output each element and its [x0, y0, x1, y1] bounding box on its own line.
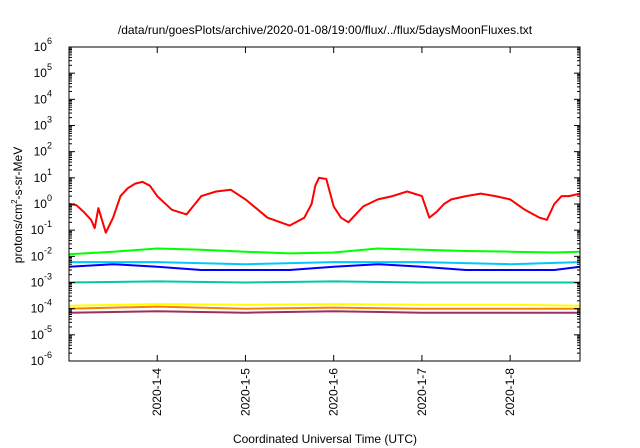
chart-title: /data/run/goesPlots/archive/2020-01-08/1… — [118, 23, 533, 37]
series-layer — [68, 176, 581, 314]
y-tick-label-base: 10 — [34, 66, 48, 80]
y-tick-label: 106 — [34, 36, 52, 54]
y-tick-label-exp: 5 — [47, 62, 52, 72]
y-tick-label-exp: 6 — [47, 36, 52, 46]
y-tick-label-exp: -4 — [44, 298, 52, 308]
y-tick-label: 100 — [34, 193, 52, 211]
y-axis-label-sup: 2 — [10, 199, 19, 204]
y-tick-label: 104 — [34, 88, 52, 106]
y-tick-label-exp: 1 — [47, 167, 52, 177]
series-line-8 — [68, 310, 580, 314]
x-tick-label: 2020-1-5 — [238, 368, 252, 416]
y-tick-label: 10-2 — [31, 245, 52, 263]
y-tick-label-exp: -6 — [44, 350, 52, 360]
x-axis: 2020-1-4 2020-1-5 2020-1-6 2020-1-7 2020-1-8 — [150, 47, 517, 416]
y-tick-label-exp: -1 — [44, 219, 52, 229]
y-axis: 10-610-510-410-310-210-11001011021031041… — [31, 36, 580, 368]
y-axis-label-rest: -s-sr-MeV — [11, 147, 25, 200]
x-tick-label: 2020-1-4 — [150, 368, 164, 416]
y-tick-label-base: 10 — [31, 302, 45, 316]
y-tick-label-base: 10 — [31, 354, 45, 368]
y-tick-label-base: 10 — [34, 119, 48, 133]
y-tick-label: 10-6 — [31, 350, 52, 368]
y-tick-label-base: 10 — [34, 171, 48, 185]
y-tick-label: 101 — [34, 167, 52, 185]
y-tick-label-exp: -5 — [44, 324, 52, 334]
y-tick-label-base: 10 — [31, 249, 45, 263]
y-tick-label: 103 — [34, 115, 52, 133]
y-tick-label-exp: -2 — [44, 245, 52, 255]
plot-frame — [68, 46, 581, 362]
x-tick-label: 2020-1-8 — [503, 368, 517, 416]
series-line-2 — [68, 247, 581, 256]
series-line-1 — [68, 176, 581, 234]
series-line-5 — [68, 280, 580, 284]
y-tick-label-exp: 3 — [47, 115, 52, 125]
y-tick-label: 10-4 — [31, 298, 52, 316]
y-tick-label-exp: 0 — [47, 193, 52, 203]
y-tick-label-base: 10 — [31, 223, 45, 237]
series-line-3 — [68, 263, 581, 271]
series-line-7 — [68, 305, 580, 310]
y-tick-label-base: 10 — [34, 92, 48, 106]
y-tick-label-base: 10 — [34, 197, 48, 211]
y-tick-label: 10-3 — [31, 272, 52, 290]
y-tick-label-exp: 2 — [47, 141, 52, 151]
x-tick-label: 2020-1-7 — [415, 368, 429, 416]
y-tick-label-base: 10 — [34, 40, 48, 54]
series-line-6 — [68, 303, 581, 307]
y-tick-label-base: 10 — [34, 145, 48, 159]
y-tick-label-exp: 4 — [47, 88, 52, 98]
y-tick-label-exp: -3 — [44, 272, 52, 282]
y-tick-label-base: 10 — [31, 276, 45, 290]
x-tick-label: 2020-1-6 — [327, 368, 341, 416]
x-axis-label: Coordinated Universal Time (UTC) — [233, 432, 417, 446]
y-tick-label: 102 — [34, 141, 52, 159]
series-line-4 — [69, 261, 581, 266]
y-tick-label: 105 — [34, 62, 52, 80]
y-tick-label: 10-1 — [31, 219, 52, 237]
y-axis-label: protons/cm2-s-sr-MeV — [10, 147, 25, 263]
y-axis-label-base: protons/cm — [11, 204, 25, 263]
y-tick-label: 10-5 — [31, 324, 52, 342]
y-tick-label-base: 10 — [31, 328, 45, 342]
